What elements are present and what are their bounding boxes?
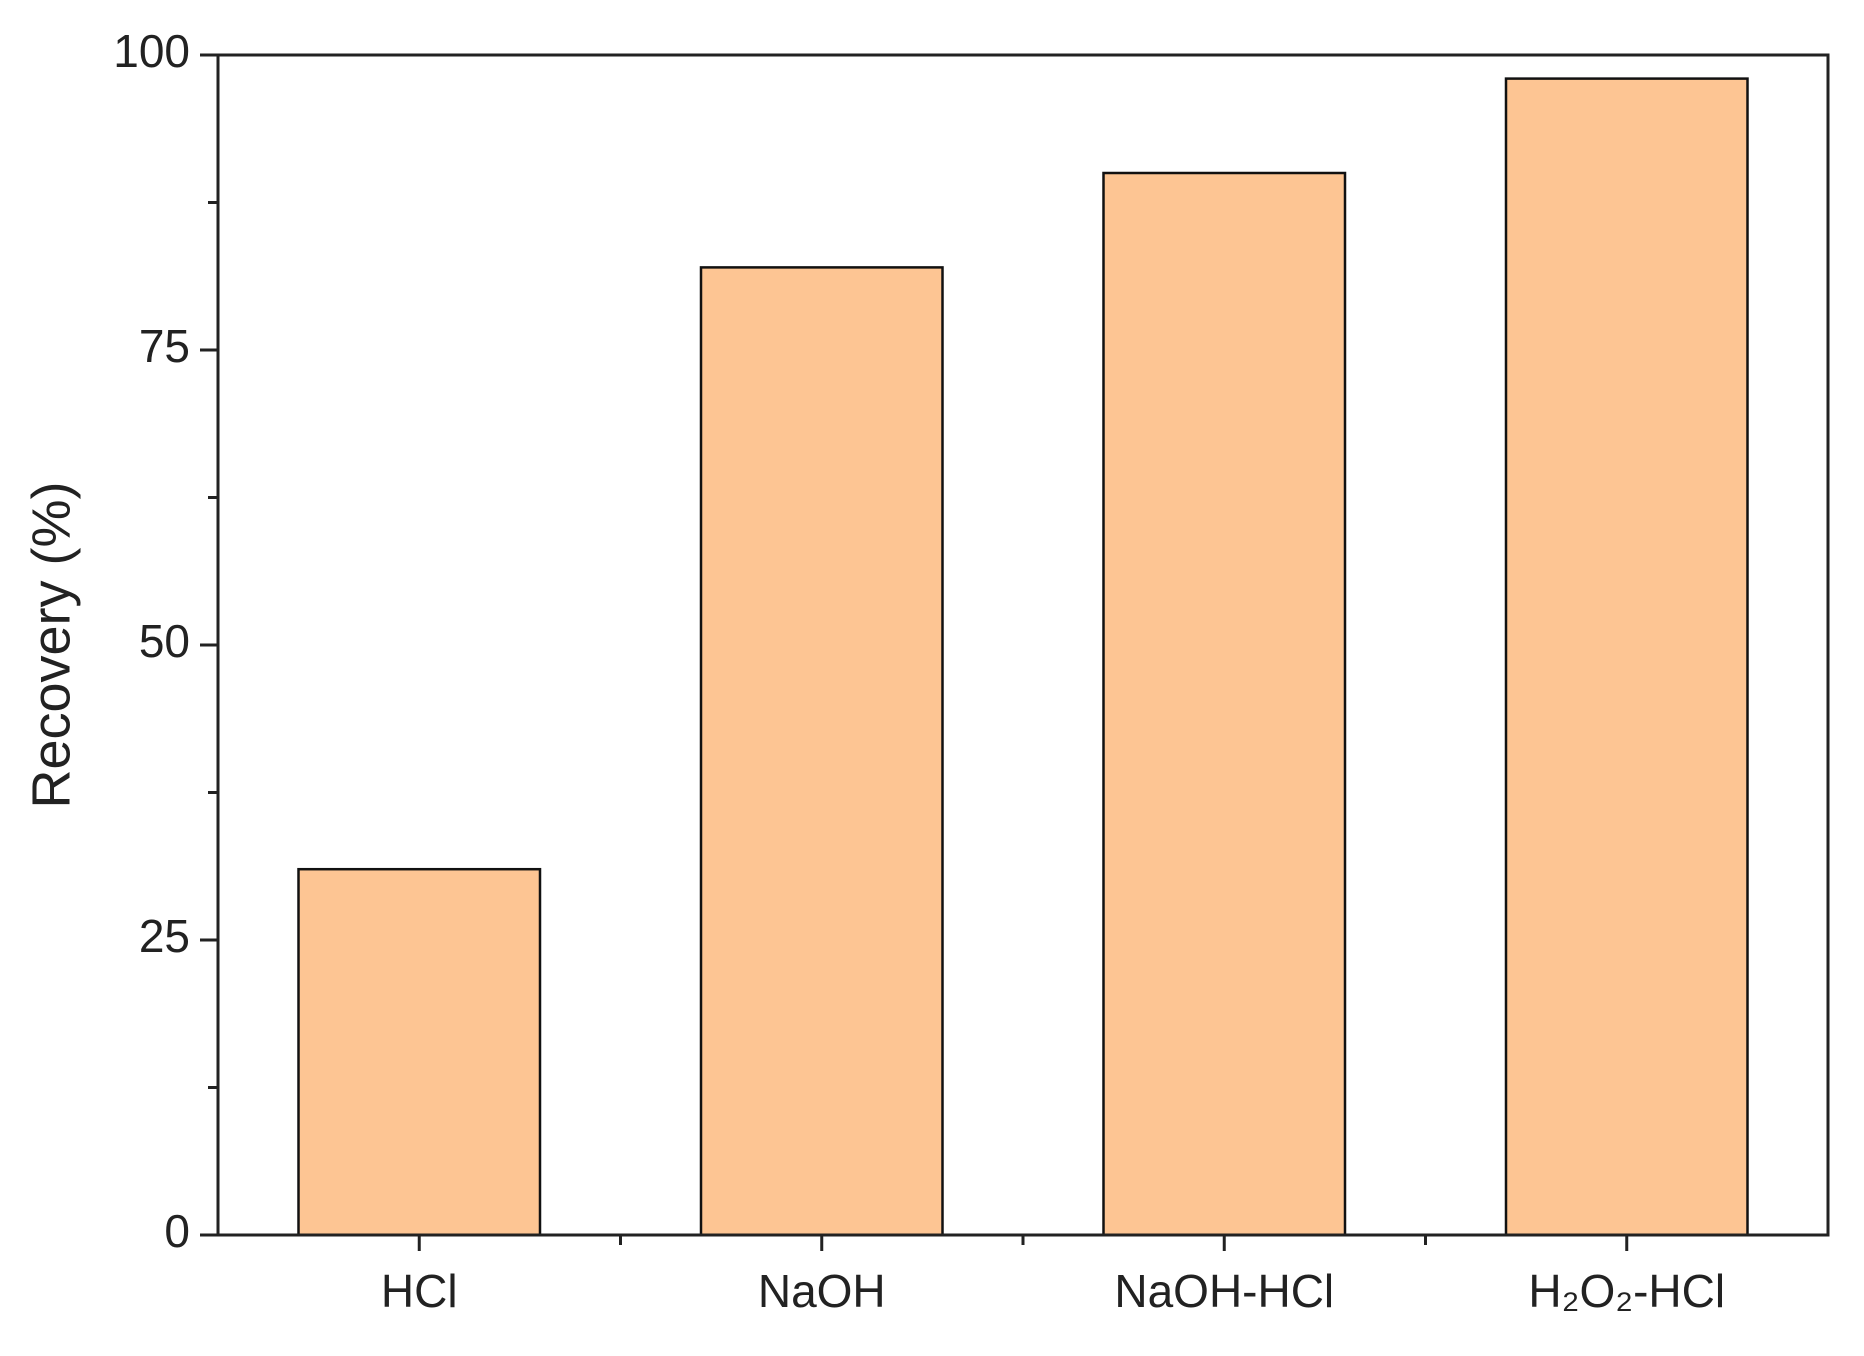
y-tick-label: 100 xyxy=(113,25,190,77)
y-tick-label: 25 xyxy=(139,910,190,962)
bar xyxy=(699,266,944,1237)
bar xyxy=(1504,77,1749,1237)
x-tick-label: H₂O₂-HCl xyxy=(1528,1265,1725,1317)
x-tick-label: NaOH xyxy=(758,1265,886,1317)
x-tick-label: HCl xyxy=(381,1265,458,1317)
bar xyxy=(297,867,542,1237)
bar xyxy=(1102,171,1347,1237)
y-tick-label: 0 xyxy=(164,1205,190,1257)
x-tick-label: NaOH-HCl xyxy=(1114,1265,1334,1317)
y-axis-label: Recovery (%) xyxy=(21,481,81,808)
y-tick-label: 50 xyxy=(139,615,190,667)
y-tick-label: 75 xyxy=(139,320,190,372)
